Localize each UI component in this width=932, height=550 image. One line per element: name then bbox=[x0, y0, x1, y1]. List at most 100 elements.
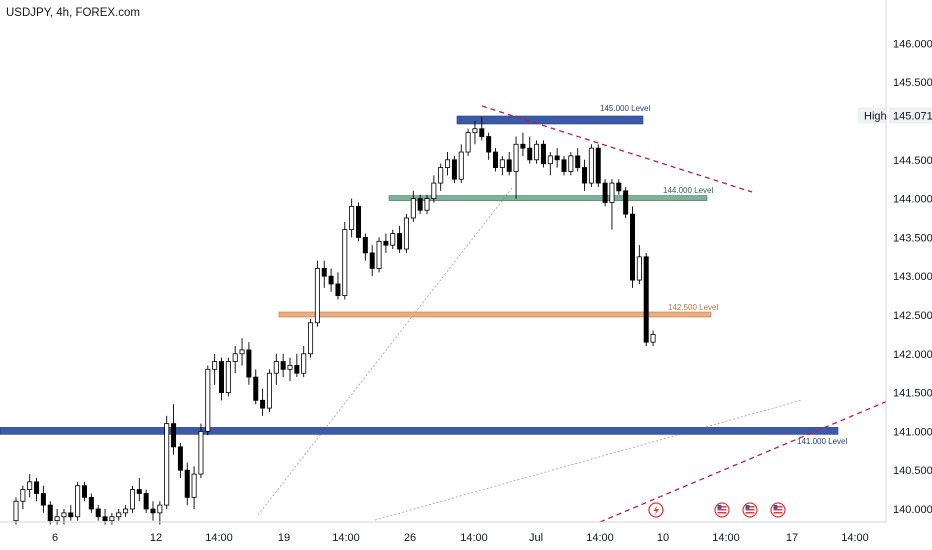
candle[interactable] bbox=[20, 485, 26, 509]
candle[interactable] bbox=[27, 474, 33, 498]
candle[interactable] bbox=[465, 128, 471, 156]
candle[interactable] bbox=[403, 214, 409, 253]
candle[interactable] bbox=[225, 357, 231, 397]
candle[interactable] bbox=[34, 477, 40, 502]
candle[interactable] bbox=[266, 369, 272, 412]
candle[interactable] bbox=[568, 152, 574, 176]
candle[interactable] bbox=[506, 152, 512, 176]
candle[interactable] bbox=[123, 505, 129, 517]
candle[interactable] bbox=[171, 404, 177, 455]
candle[interactable] bbox=[630, 206, 636, 288]
candle[interactable] bbox=[492, 148, 498, 172]
candle[interactable] bbox=[445, 152, 451, 176]
candle[interactable] bbox=[150, 501, 156, 521]
candle[interactable] bbox=[294, 353, 300, 378]
candle[interactable] bbox=[287, 357, 293, 381]
candle[interactable] bbox=[650, 330, 656, 347]
candle[interactable] bbox=[424, 194, 430, 215]
candle[interactable] bbox=[328, 268, 334, 292]
candle[interactable] bbox=[458, 144, 464, 184]
candle[interactable] bbox=[527, 136, 533, 164]
candle[interactable] bbox=[390, 229, 396, 250]
candle[interactable] bbox=[212, 353, 218, 385]
candle[interactable] bbox=[95, 505, 101, 521]
candle[interactable] bbox=[417, 194, 423, 215]
candle[interactable] bbox=[47, 501, 53, 525]
candle[interactable] bbox=[273, 353, 279, 385]
dotted-support-line[interactable] bbox=[374, 399, 803, 521]
candle[interactable] bbox=[314, 260, 320, 327]
candle[interactable] bbox=[239, 338, 245, 366]
candle[interactable] bbox=[246, 342, 252, 385]
candle[interactable] bbox=[129, 485, 135, 513]
candle[interactable] bbox=[540, 140, 546, 168]
candle[interactable] bbox=[349, 198, 355, 238]
candle[interactable] bbox=[335, 272, 341, 300]
candle[interactable] bbox=[582, 159, 588, 191]
candle[interactable] bbox=[184, 462, 190, 506]
candle[interactable] bbox=[40, 485, 46, 513]
us-flag-icon[interactable] bbox=[742, 502, 758, 518]
candle[interactable] bbox=[218, 357, 224, 401]
level-141-zone[interactable] bbox=[0, 427, 839, 435]
lightning-icon[interactable] bbox=[648, 502, 664, 518]
candle[interactable] bbox=[499, 155, 505, 176]
candle[interactable] bbox=[636, 245, 642, 284]
candle[interactable] bbox=[602, 179, 608, 207]
candle[interactable] bbox=[143, 489, 149, 513]
candle[interactable] bbox=[260, 388, 266, 416]
candle[interactable] bbox=[191, 466, 197, 509]
level-144-zone[interactable] bbox=[388, 195, 708, 201]
candle[interactable] bbox=[397, 225, 403, 253]
candle[interactable] bbox=[588, 144, 594, 187]
candle[interactable] bbox=[410, 190, 416, 222]
candle[interactable] bbox=[116, 509, 122, 521]
candle[interactable] bbox=[253, 369, 259, 405]
candle[interactable] bbox=[561, 155, 567, 176]
us-flag-icon[interactable] bbox=[770, 502, 786, 518]
candle[interactable] bbox=[609, 179, 615, 230]
candle[interactable] bbox=[13, 497, 19, 525]
candle[interactable] bbox=[280, 353, 286, 378]
candle[interactable] bbox=[554, 148, 560, 168]
candle[interactable] bbox=[198, 423, 204, 478]
candle[interactable] bbox=[301, 346, 307, 378]
candle[interactable] bbox=[623, 186, 629, 218]
candle[interactable] bbox=[479, 117, 485, 141]
candle[interactable] bbox=[82, 481, 88, 502]
candle[interactable] bbox=[643, 252, 649, 347]
candle[interactable] bbox=[595, 144, 601, 187]
candle[interactable] bbox=[369, 245, 375, 277]
candle[interactable] bbox=[520, 132, 526, 156]
candle[interactable] bbox=[342, 221, 348, 300]
candle[interactable] bbox=[486, 132, 492, 160]
candle[interactable] bbox=[547, 152, 553, 176]
candle[interactable] bbox=[205, 365, 211, 436]
us-flag-icon[interactable] bbox=[714, 502, 730, 518]
candle[interactable] bbox=[164, 415, 170, 509]
candle[interactable] bbox=[232, 346, 238, 374]
ascending-support-line[interactable] bbox=[599, 399, 891, 523]
level-1425-zone[interactable] bbox=[278, 311, 712, 318]
candle[interactable] bbox=[109, 512, 115, 525]
candle[interactable] bbox=[75, 481, 81, 521]
candle[interactable] bbox=[431, 175, 437, 203]
candle[interactable] bbox=[355, 202, 361, 242]
candle[interactable] bbox=[362, 233, 368, 261]
candle[interactable] bbox=[451, 155, 457, 184]
candle[interactable] bbox=[376, 237, 382, 273]
candle[interactable] bbox=[157, 501, 163, 525]
dotted-uptrend-line[interactable] bbox=[257, 187, 513, 516]
candle[interactable] bbox=[575, 148, 581, 172]
candle[interactable] bbox=[616, 179, 622, 195]
candle[interactable] bbox=[383, 233, 389, 253]
candle[interactable] bbox=[308, 318, 314, 358]
candle[interactable] bbox=[68, 505, 74, 521]
candle[interactable] bbox=[136, 477, 142, 502]
candle[interactable] bbox=[438, 163, 444, 191]
candle[interactable] bbox=[88, 493, 94, 513]
candle[interactable] bbox=[321, 260, 327, 288]
level-145-zone[interactable] bbox=[456, 115, 644, 125]
candle[interactable] bbox=[177, 443, 183, 478]
